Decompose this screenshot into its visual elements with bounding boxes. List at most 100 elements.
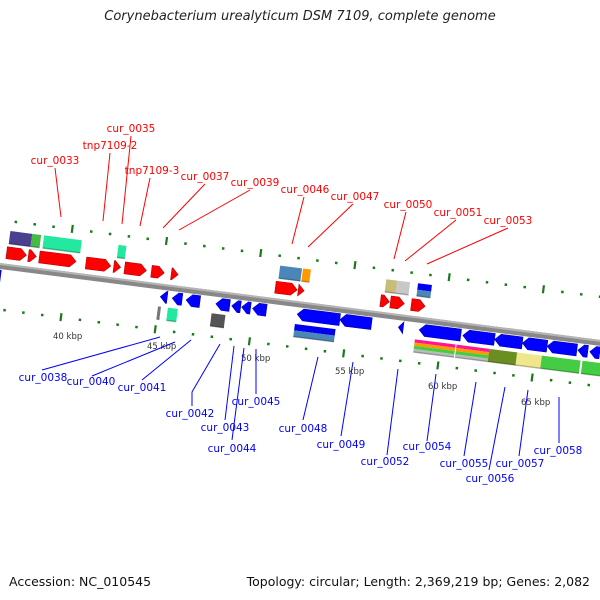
forward-feature — [116, 244, 127, 259]
forward-label-leader — [426, 227, 509, 265]
forward-feature-shadow — [301, 280, 310, 283]
minor-tick-upper — [202, 244, 206, 248]
reverse-gene — [418, 324, 462, 342]
reverse-label-leader — [41, 336, 161, 371]
reverse-label-leader — [141, 339, 192, 381]
forward-feature — [42, 235, 82, 254]
forward-gene — [84, 256, 112, 272]
forward-gene — [274, 280, 298, 296]
forward-gene-label: cur_0033 — [31, 155, 80, 167]
forward-gene-label: cur_0047 — [331, 191, 380, 203]
minor-tick-upper — [579, 292, 583, 296]
forward-feature — [8, 231, 33, 247]
minor-tick-upper — [504, 283, 508, 287]
minor-tick-upper — [14, 220, 18, 224]
minor-tick-upper — [523, 285, 527, 289]
forward-label-leader — [178, 189, 251, 231]
reverse-gene-label: cur_0048 — [279, 423, 328, 435]
major-tick-lower — [247, 337, 252, 346]
backbone-highlight — [0, 260, 600, 349]
minor-tick-upper — [598, 295, 600, 299]
forward-label-leader — [121, 135, 132, 225]
reverse-gene — [339, 314, 373, 330]
major-tick-lower — [530, 373, 534, 382]
reverse-gene-label: cur_0043 — [201, 422, 250, 434]
minor-tick-lower — [398, 359, 402, 363]
minor-tick-upper — [466, 278, 470, 282]
major-tick-upper — [70, 224, 74, 233]
forward-gene-label: cur_0053 — [484, 215, 533, 227]
forward-label-leader — [404, 219, 457, 262]
major-tick-lower — [342, 349, 346, 358]
reverse-feature-shadow — [209, 325, 224, 329]
minor-tick-upper — [315, 259, 319, 262]
minor-tick-upper — [240, 249, 244, 253]
reverse-feature — [455, 351, 489, 359]
forward-label-leader — [54, 167, 62, 218]
reverse-gene-label: cur_0038 — [19, 372, 68, 384]
reverse-feature-shadow — [454, 356, 488, 363]
forward-feature-shadow — [30, 245, 40, 249]
minor-tick-upper — [334, 261, 338, 265]
minor-tick-upper — [391, 268, 395, 272]
forward-feature-shadow — [116, 256, 125, 260]
reverse-feature — [454, 354, 489, 362]
reverse-gene-label: cur_0056 — [466, 473, 515, 485]
minor-tick-lower — [493, 371, 496, 375]
reverse-gene-label: cur_0045 — [232, 396, 281, 408]
accession-text: Accession: NC_010545 — [9, 574, 152, 589]
minor-tick-upper — [485, 280, 489, 284]
reverse-gene — [241, 301, 252, 315]
minor-tick-lower — [78, 318, 82, 322]
minor-tick-lower — [285, 345, 289, 348]
reverse-gene-label: cur_0041 — [118, 382, 167, 394]
reverse-gene-label: cur_0057 — [496, 458, 545, 470]
minor-tick-lower — [474, 369, 478, 372]
forward-feature-shadow — [278, 277, 301, 282]
reverse-feature-shadow — [293, 335, 335, 343]
reverse-gene — [398, 321, 405, 335]
reverse-gene — [521, 337, 549, 353]
minor-tick-lower — [40, 313, 44, 317]
scale-label: 60 kbp — [428, 382, 457, 392]
minor-tick-lower — [135, 325, 138, 329]
minor-tick-lower — [587, 383, 591, 387]
forward-feature — [301, 268, 311, 283]
reverse-label-leader — [91, 341, 176, 377]
reverse-gene-label: cur_0049 — [317, 439, 366, 451]
minor-tick-upper — [184, 242, 187, 246]
reverse-feature — [414, 342, 456, 351]
minor-tick-lower — [323, 349, 327, 353]
forward-gene-label: cur_0035 — [107, 123, 156, 135]
forward-gene-label: cur_0039 — [231, 177, 280, 189]
reverse-feature — [413, 348, 455, 358]
minor-tick-lower — [229, 337, 233, 341]
forward-feature — [384, 279, 398, 294]
forward-gene — [38, 250, 77, 268]
reverse-gene — [546, 340, 578, 357]
reverse-gene — [252, 302, 268, 317]
reverse-feature — [414, 339, 456, 348]
reverse-label-leader — [463, 381, 477, 457]
forward-gene-label: cur_0050 — [384, 199, 433, 211]
forward-gene — [5, 246, 27, 261]
genome-summary-text: Topology: circular; Length: 2,369,219 bp… — [246, 574, 590, 589]
rotated-track — [0, 220, 600, 387]
forward-feature-shadow — [8, 242, 31, 248]
reverse-feature — [487, 348, 519, 366]
minor-tick-lower — [549, 378, 553, 382]
scale-label: 55 kbp — [335, 367, 364, 377]
reverse-feature-shadow — [487, 360, 517, 366]
major-tick-lower — [436, 361, 440, 370]
minor-tick-upper — [429, 273, 432, 277]
forward-gene — [410, 298, 426, 312]
minor-tick-upper — [410, 271, 414, 275]
minor-tick-upper — [278, 254, 282, 258]
minor-tick-lower — [21, 311, 25, 315]
forward-feature — [417, 283, 432, 292]
reverse-feature — [456, 344, 490, 353]
forward-gene — [379, 294, 390, 308]
reverse-label-leader — [518, 389, 529, 457]
minor-tick-upper — [127, 235, 131, 238]
